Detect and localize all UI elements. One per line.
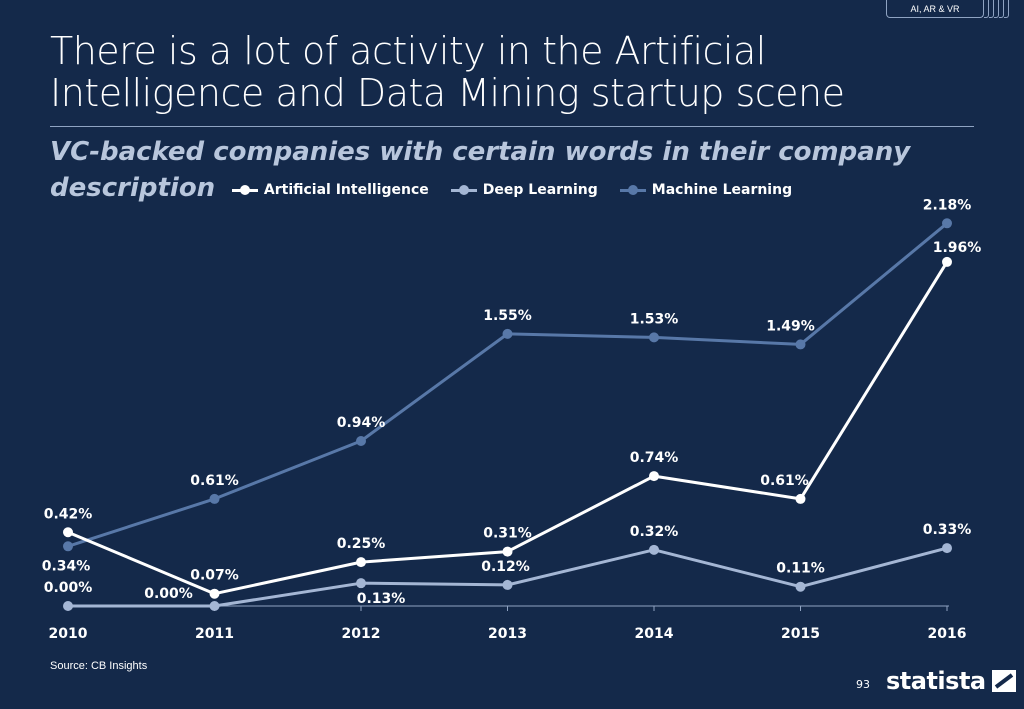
data-point-ml-2012 [356, 435, 366, 446]
x-tick-label-2015: 2015 [781, 626, 820, 642]
title-divider [50, 126, 974, 127]
data-point-ai-2010 [63, 527, 73, 538]
data-point-ai-2015 [795, 493, 806, 504]
data-label-dl-2013: 0.12% [481, 559, 530, 575]
legend-label-machine-learning: Machine Learning [651, 182, 793, 198]
legend-label-deep-learning: Deep Learning [482, 182, 598, 198]
data-label-ai-2016: 1.96% [933, 240, 982, 256]
x-tick-label-2011: 2011 [195, 626, 234, 642]
page-subtitle: VC-backed companies with certain words i… [50, 137, 911, 203]
legend-swatch-artificial-intelligence [231, 185, 258, 195]
data-point-dl-2013 [502, 579, 513, 590]
data-label-dl-2012: 0.13% [357, 591, 406, 607]
data-label-ai-2012: 0.25% [337, 536, 386, 552]
data-point-ai-2016 [942, 256, 952, 267]
data-label-ai-2010: 0.42% [44, 506, 93, 522]
x-tick-label-2016: 2016 [928, 626, 967, 642]
statista-logo-icon [991, 670, 1016, 692]
page-number: 93 [856, 678, 870, 691]
data-label-ml-2015: 1.49% [766, 318, 815, 334]
legend-swatch-machine-learning [619, 185, 646, 195]
x-tick-label-2013: 2013 [488, 626, 527, 642]
page-title: There is a lot of activity in the Artifi… [50, 29, 845, 115]
data-point-ai-2013 [502, 546, 513, 557]
data-label-ai-2013: 0.31% [483, 526, 532, 542]
data-point-dl-2016 [942, 543, 952, 554]
data-label-dl-2014: 0.32% [630, 524, 679, 540]
x-tick-label-2012: 2012 [342, 626, 381, 642]
data-label-ml-2013: 1.55% [483, 308, 532, 324]
data-point-dl-2015 [795, 581, 806, 592]
legend-item-machine-learning: Machine Learning [619, 182, 793, 198]
data-point-ml-2016 [942, 218, 952, 229]
data-point-ml-2015 [795, 339, 806, 350]
data-label-ml-2010: 0.34% [42, 558, 91, 574]
data-label-ai-2015: 0.61% [760, 473, 809, 489]
data-point-ml-2014 [649, 332, 659, 343]
data-point-dl-2010 [63, 601, 73, 611]
chart-legend: Artificial Intelligence Deep Learning Ma… [0, 180, 1024, 200]
source-note: Source: CB Insights [50, 660, 148, 672]
legend-item-deep-learning: Deep Learning [450, 182, 598, 198]
brand-name: statista [886, 667, 986, 695]
data-point-dl-2014 [649, 544, 659, 555]
data-label-dl-2016: 0.33% [923, 522, 972, 538]
legend-label-artificial-intelligence: Artificial Intelligence [263, 182, 429, 198]
data-point-ai-2011 [209, 588, 220, 599]
data-label-ml-2011: 0.61% [190, 473, 239, 489]
data-label-ai-2014: 0.74% [630, 450, 679, 466]
statista-logo: statista [886, 667, 1016, 695]
data-point-ai-2012 [356, 557, 366, 568]
x-tick-label-2010: 2010 [49, 626, 88, 642]
data-point-ai-2014 [649, 471, 659, 482]
data-label-dl-2010: 0.00% [44, 580, 93, 596]
data-point-ml-2011 [209, 493, 220, 504]
legend-item-artificial-intelligence: Artificial Intelligence [231, 182, 429, 198]
section-tag: AI, AR & VR [886, 0, 984, 18]
data-label-dl-2015: 0.11% [776, 561, 825, 577]
data-label-dl-2011: 0.00% [144, 586, 193, 602]
legend-swatch-deep-learning [450, 185, 477, 195]
data-label-ml-2016: 2.18% [923, 197, 972, 213]
data-point-dl-2011 [209, 601, 220, 611]
data-label-ml-2014: 1.53% [630, 311, 679, 327]
data-point-dl-2012 [356, 578, 366, 589]
section-tag-stack-decoration [984, 0, 1012, 18]
series-line-ml [67, 222, 948, 548]
x-tick-label-2014: 2014 [635, 626, 674, 642]
data-label-ai-2011: 0.07% [190, 568, 239, 584]
data-label-ml-2012: 0.94% [337, 415, 386, 431]
data-point-ml-2010 [63, 541, 73, 552]
data-point-ml-2013 [502, 328, 513, 339]
